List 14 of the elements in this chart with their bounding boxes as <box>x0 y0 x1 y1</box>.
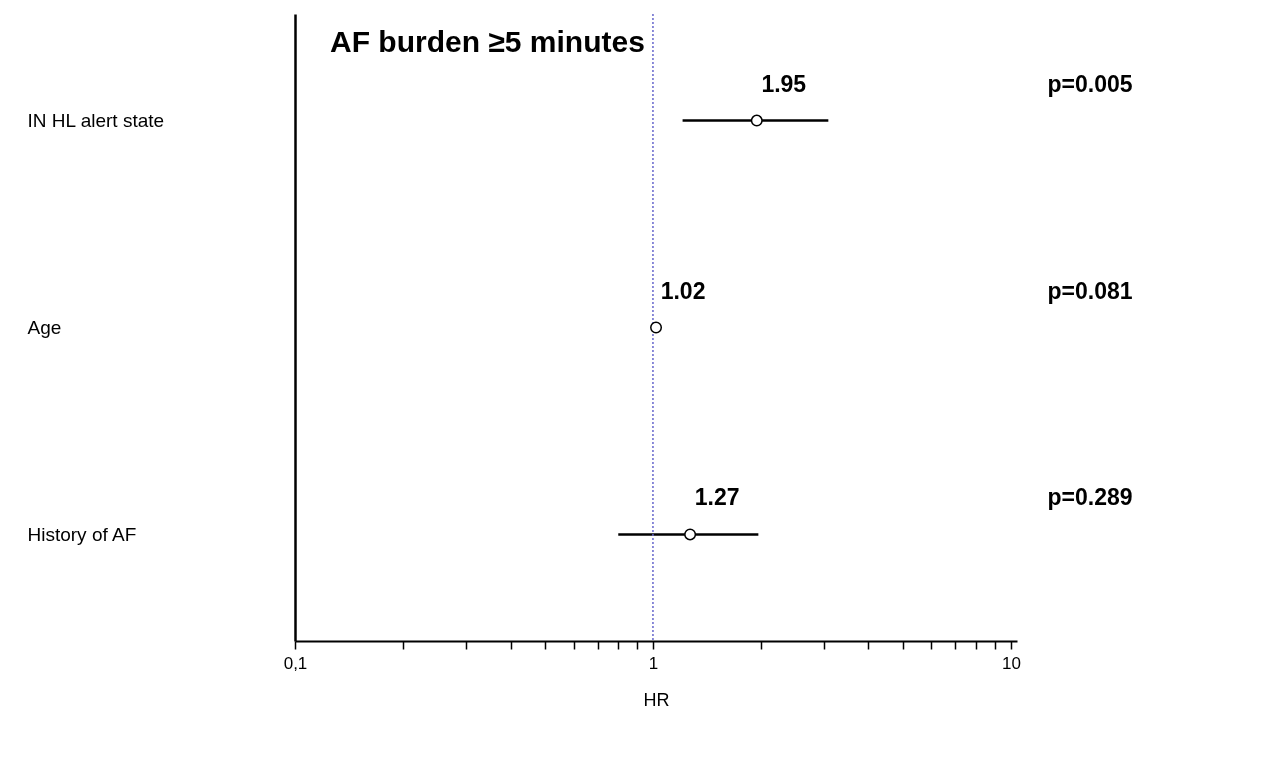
data-label: 1.27 <box>694 484 740 511</box>
x-axis-title: HR <box>643 689 670 710</box>
x-tick-label: 10 <box>1001 653 1021 673</box>
data-label: 1.95 <box>761 70 807 97</box>
x-tick-label: 0,1 <box>283 653 308 673</box>
x-tick-label: 1 <box>648 653 659 673</box>
y-tick-label: History of AF <box>27 523 137 545</box>
y-tick-label: IN HL alert state <box>27 110 165 132</box>
text: p=0.005 <box>1047 70 1133 97</box>
text: p=0.081 <box>1047 277 1133 304</box>
y-tick-label: Age <box>27 317 62 338</box>
text: p=0.289 <box>1047 484 1133 511</box>
chart-title: AF burden ≥5 minutes <box>330 25 645 59</box>
data-label: 1.02 <box>660 277 706 304</box>
